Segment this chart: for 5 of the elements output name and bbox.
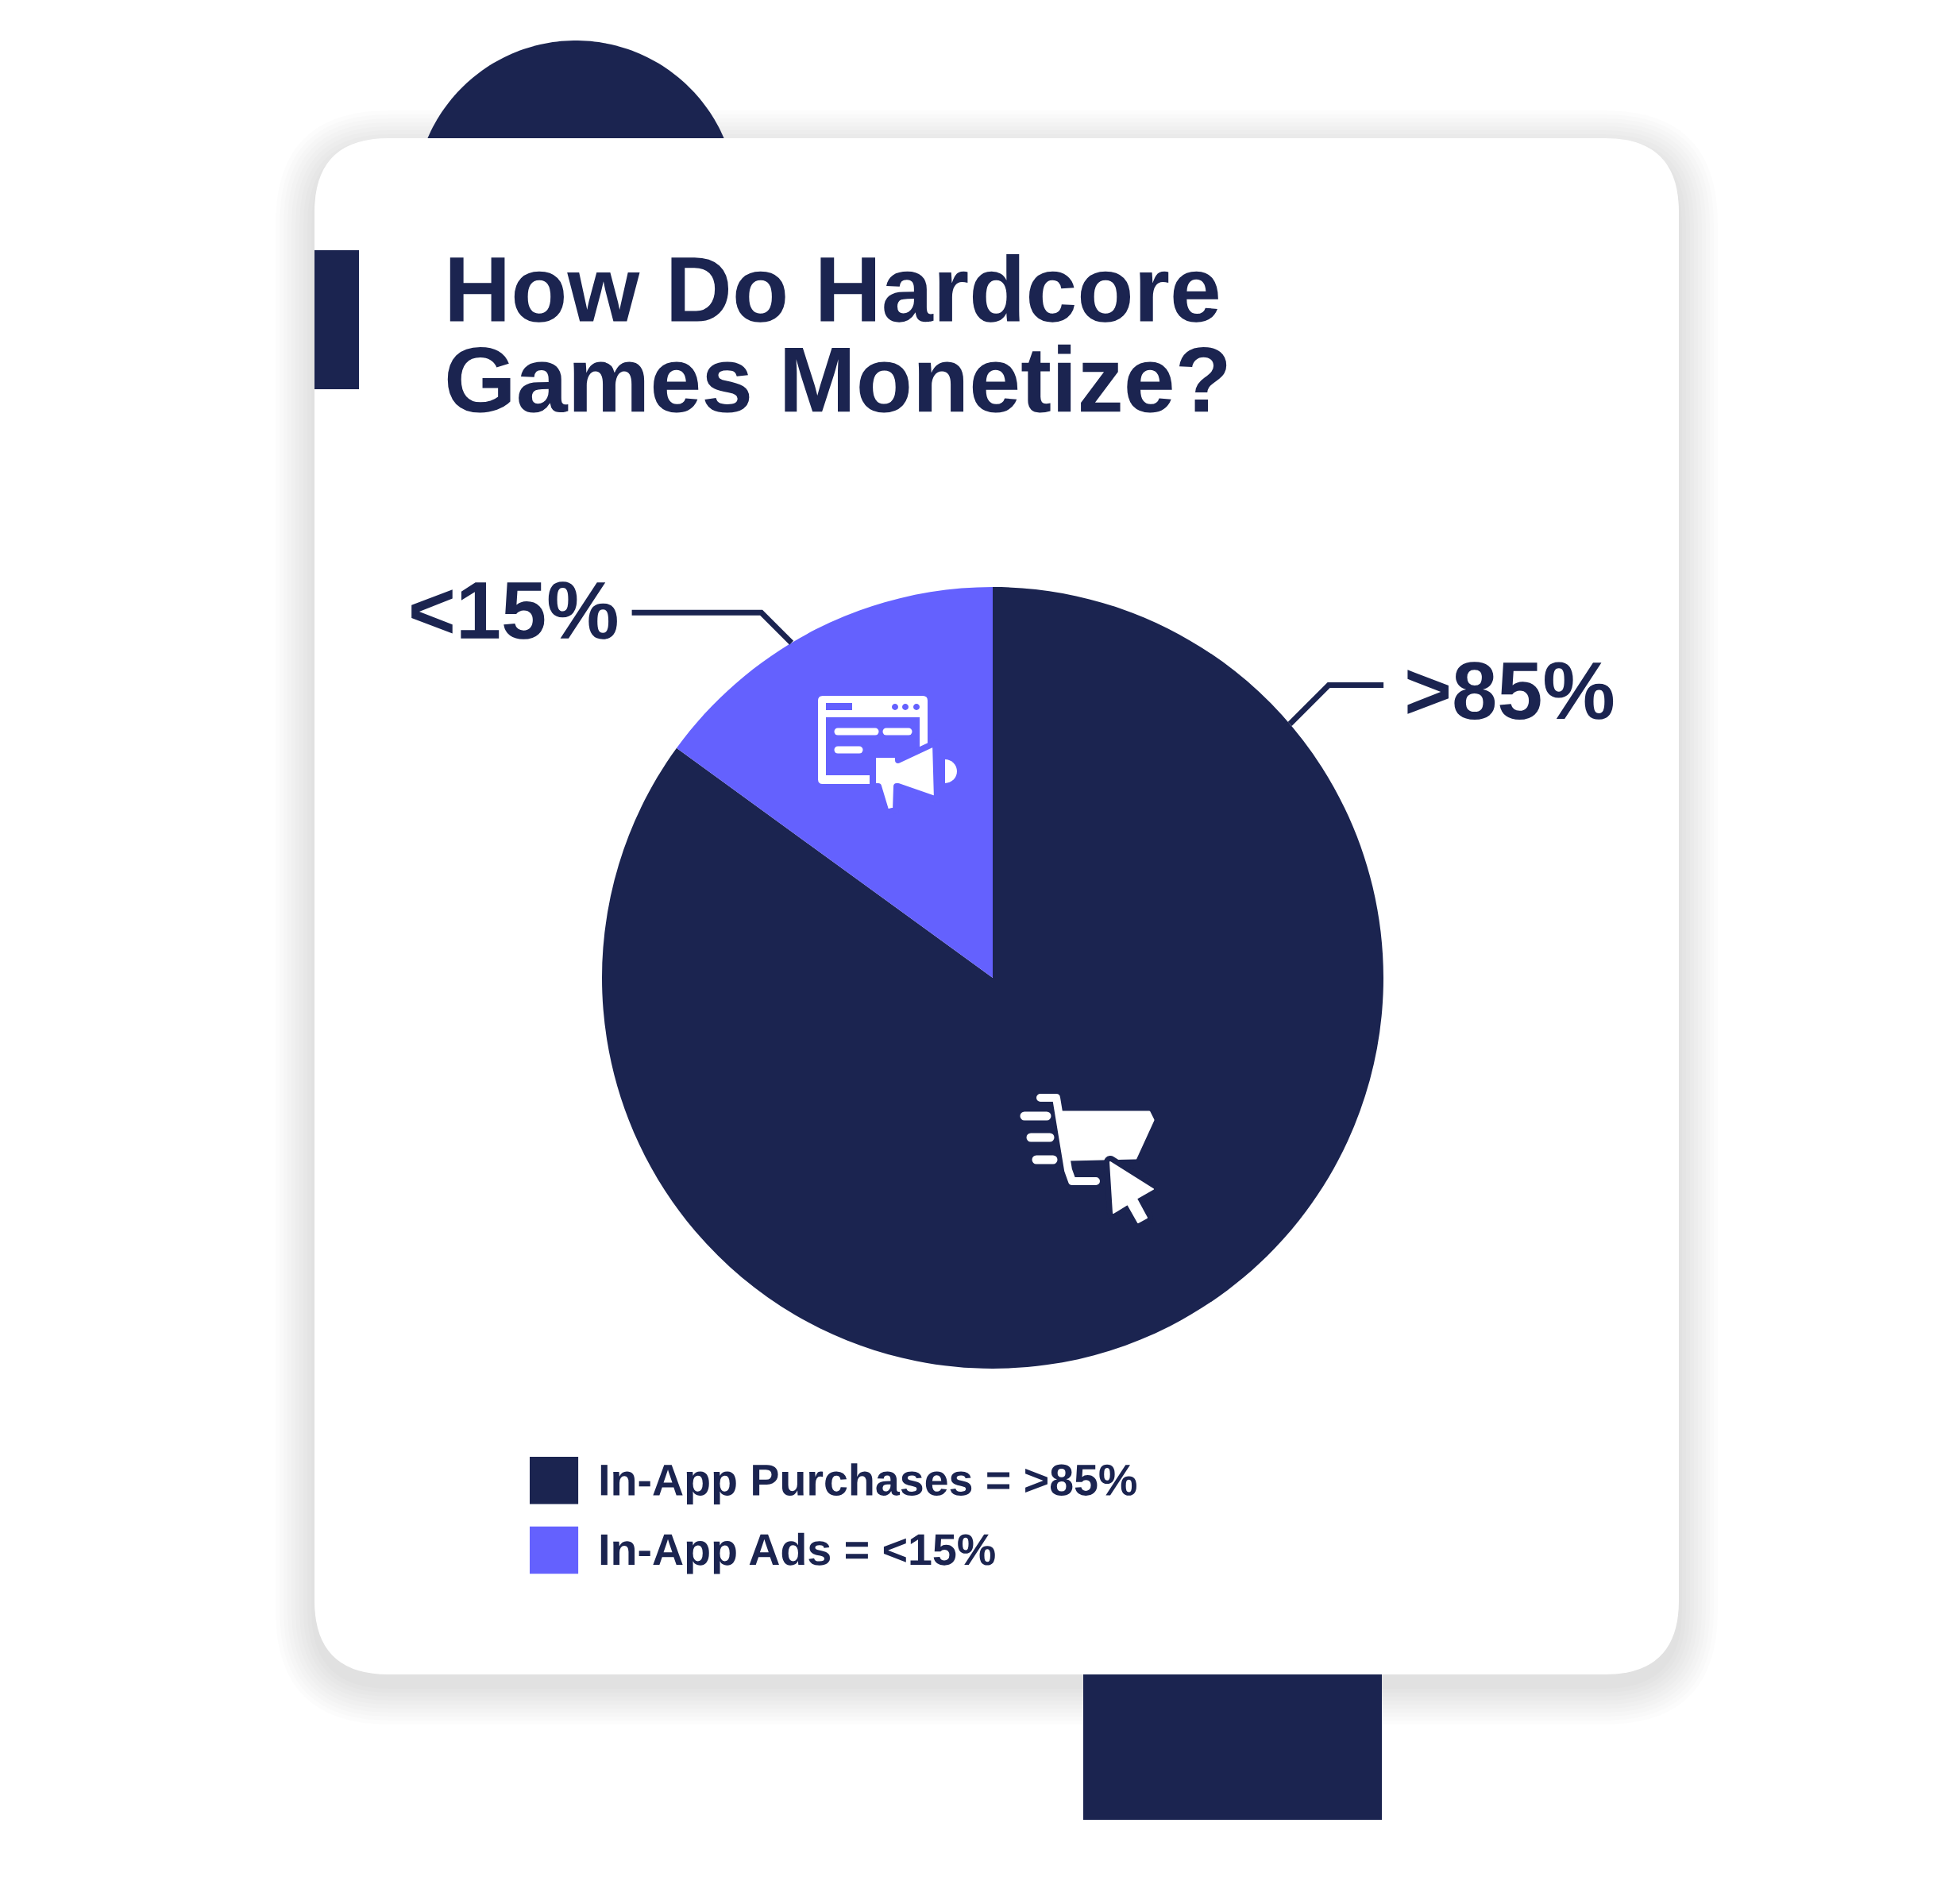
legend-label: In-App Ads = <15%: [600, 1532, 995, 1574]
legend-label: In-App Purchases = >85%: [600, 1463, 1136, 1504]
data-label: <15%: [411, 581, 617, 639]
chart-title: How Do Hardcore Games Monetize?: [447, 254, 1227, 413]
data-label: >85%: [1407, 662, 1614, 720]
